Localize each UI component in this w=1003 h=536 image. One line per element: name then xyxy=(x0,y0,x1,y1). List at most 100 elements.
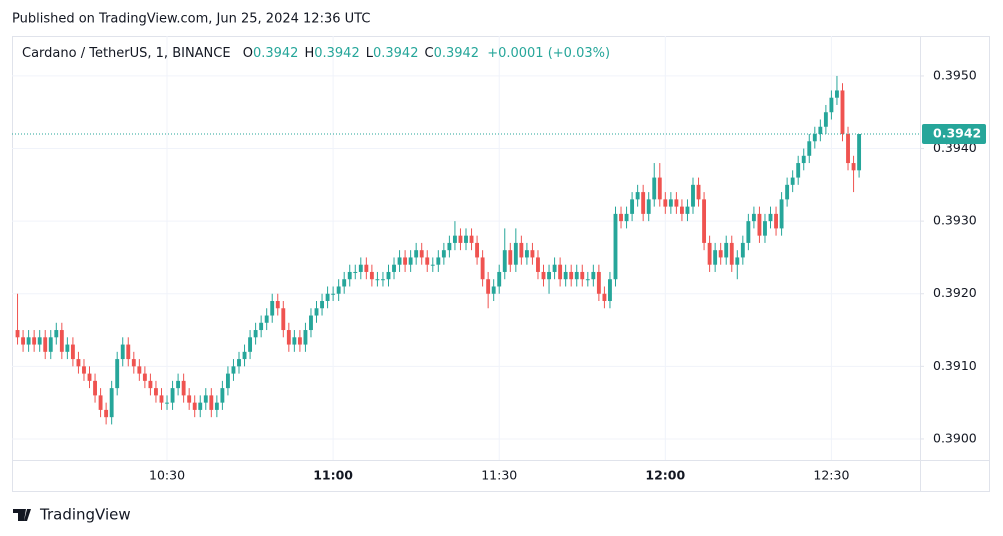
symbol: Cardano / TetherUS, 1, BINANCE xyxy=(22,46,231,61)
candle-body xyxy=(475,242,480,258)
ohlc-label: L xyxy=(366,46,374,61)
candle-body xyxy=(54,330,59,338)
candle-body xyxy=(513,242,518,265)
candle-body xyxy=(165,402,169,404)
ohlc-label: H xyxy=(304,46,314,61)
candles xyxy=(15,75,862,425)
x-tick-label: 12:00 xyxy=(645,468,685,483)
candle-body xyxy=(275,301,280,309)
candle-body xyxy=(696,184,701,200)
candle-body xyxy=(187,395,192,403)
chart-legend: Cardano / TetherUS, 1, BINANCE O0.3942 H0… xyxy=(22,46,610,61)
candle-body xyxy=(137,366,142,374)
y-tick-label: 0.3910 xyxy=(933,358,977,373)
candle-body xyxy=(203,395,208,403)
candle-body xyxy=(369,271,374,280)
candle-body xyxy=(397,257,402,265)
candle-body xyxy=(580,271,585,280)
candle-body xyxy=(353,271,358,273)
candle-body xyxy=(602,293,607,301)
candle-body xyxy=(713,250,718,265)
candle-body xyxy=(264,315,269,323)
candle-body xyxy=(751,213,756,222)
candle-body xyxy=(807,141,812,156)
candle-body xyxy=(375,279,380,281)
candle-body xyxy=(746,221,751,243)
candle-body xyxy=(624,213,629,222)
x-tick-label: 11:30 xyxy=(481,468,517,483)
candle-body xyxy=(76,359,81,367)
candle-body xyxy=(740,242,745,258)
candle-body xyxy=(851,163,856,171)
candle-body xyxy=(652,177,657,200)
candle-body xyxy=(170,388,175,403)
candle-body xyxy=(253,330,258,338)
candle-body xyxy=(563,271,568,280)
candle-body xyxy=(281,308,286,331)
candle-body xyxy=(668,199,673,207)
candle-body xyxy=(87,373,92,381)
y-tick-label: 0.3930 xyxy=(933,213,977,228)
ohlc-label: C xyxy=(424,46,433,61)
candle-body xyxy=(104,409,109,418)
candle-body xyxy=(657,177,662,200)
candle-body xyxy=(154,388,158,396)
candle-body xyxy=(142,373,147,381)
candle-body xyxy=(347,271,352,280)
candle-body xyxy=(181,380,186,396)
candle-body xyxy=(857,134,862,171)
candle-body xyxy=(214,402,219,410)
candle-body xyxy=(364,264,369,272)
candle-body xyxy=(480,257,485,280)
y-tick-label: 0.3950 xyxy=(933,67,977,82)
candle-body xyxy=(790,177,795,185)
candle-body xyxy=(679,206,684,214)
candle-body xyxy=(15,330,20,338)
candle-body xyxy=(126,344,131,360)
candle-body xyxy=(43,337,48,352)
candle-body xyxy=(148,380,153,389)
last-price-box xyxy=(922,124,986,145)
candle-body xyxy=(48,337,53,352)
candle-body xyxy=(131,359,136,367)
brand-name: TradingView xyxy=(39,506,131,524)
candle-body xyxy=(691,184,695,207)
x-tick-label: 10:30 xyxy=(149,468,185,483)
candle-body xyxy=(109,388,114,418)
candle-body xyxy=(309,315,313,331)
candle-body xyxy=(159,395,164,403)
candle-body xyxy=(220,388,225,403)
candle-body xyxy=(198,402,203,410)
candle-body xyxy=(32,337,37,345)
candle-body xyxy=(541,271,546,280)
candle-body xyxy=(403,257,408,265)
candle-body xyxy=(635,192,640,200)
candle-body xyxy=(585,279,590,281)
candle-body xyxy=(729,242,734,265)
candle-body xyxy=(835,90,839,98)
candle-body xyxy=(641,192,646,214)
candle-body xyxy=(613,213,618,280)
candle-body xyxy=(840,90,845,135)
candle-body xyxy=(237,359,241,367)
candle-body xyxy=(37,337,42,345)
candle-body xyxy=(98,395,103,410)
candle-body xyxy=(325,293,330,301)
candle-body xyxy=(519,242,524,258)
candle-body xyxy=(419,250,424,258)
candle-body xyxy=(441,250,446,258)
candle-body xyxy=(630,199,635,214)
candle-body xyxy=(608,279,612,301)
candle-body xyxy=(796,163,801,178)
ohlc-value: 0.3942 xyxy=(434,46,480,61)
candle-body xyxy=(248,337,253,352)
candle-body xyxy=(596,271,601,294)
candle-body xyxy=(297,337,302,345)
candle-body xyxy=(768,213,773,222)
candle-body xyxy=(314,308,319,316)
candle-body xyxy=(829,97,834,113)
candle-body xyxy=(259,322,264,331)
candle-body xyxy=(209,395,214,410)
brand-logo: TradingView xyxy=(13,506,131,524)
candle-body xyxy=(59,330,64,352)
